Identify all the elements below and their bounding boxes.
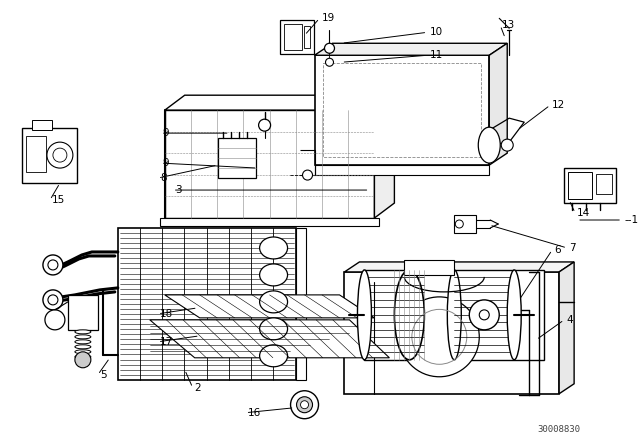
Circle shape: [301, 401, 308, 409]
Text: 15: 15: [52, 195, 65, 205]
Text: 9: 9: [163, 128, 170, 138]
Ellipse shape: [394, 270, 424, 360]
Bar: [568, 172, 592, 199]
Circle shape: [291, 391, 319, 419]
Circle shape: [296, 397, 312, 413]
Bar: [68, 295, 98, 330]
Polygon shape: [344, 262, 574, 272]
Circle shape: [43, 255, 63, 275]
Ellipse shape: [260, 237, 287, 259]
Bar: [564, 168, 616, 203]
Ellipse shape: [75, 340, 91, 344]
Bar: [32, 120, 52, 130]
Text: 3: 3: [175, 185, 181, 195]
Text: 30008830: 30008830: [538, 425, 580, 434]
Ellipse shape: [260, 345, 287, 367]
Circle shape: [47, 142, 73, 168]
Bar: [344, 272, 559, 394]
Ellipse shape: [260, 318, 287, 340]
Circle shape: [43, 290, 63, 310]
Bar: [296, 228, 305, 380]
Bar: [118, 228, 296, 380]
Polygon shape: [150, 320, 389, 358]
Bar: [160, 218, 380, 226]
Ellipse shape: [447, 270, 461, 360]
Bar: [314, 55, 489, 165]
Text: 12: 12: [552, 100, 565, 110]
Polygon shape: [489, 43, 508, 165]
Circle shape: [479, 310, 489, 320]
Polygon shape: [164, 295, 374, 318]
Circle shape: [326, 58, 333, 66]
Ellipse shape: [358, 270, 371, 360]
Ellipse shape: [75, 330, 91, 334]
Bar: [164, 110, 374, 218]
Polygon shape: [164, 95, 394, 110]
Text: 2: 2: [195, 383, 202, 393]
Polygon shape: [314, 43, 508, 55]
Bar: [454, 215, 476, 233]
Ellipse shape: [478, 127, 500, 163]
Polygon shape: [559, 262, 574, 394]
Circle shape: [48, 260, 58, 270]
Bar: [218, 138, 255, 178]
Text: 14: 14: [577, 208, 590, 218]
Text: 18: 18: [160, 309, 173, 319]
Text: 17: 17: [160, 337, 173, 347]
Circle shape: [455, 220, 463, 228]
Circle shape: [303, 170, 312, 180]
Bar: [280, 20, 314, 54]
Bar: [314, 165, 489, 175]
Text: 19: 19: [321, 13, 335, 23]
Circle shape: [48, 295, 58, 305]
Ellipse shape: [75, 335, 91, 339]
Text: 6: 6: [554, 245, 561, 255]
Circle shape: [324, 43, 335, 53]
Text: 7: 7: [569, 243, 576, 253]
Bar: [596, 174, 612, 194]
Bar: [22, 128, 77, 183]
Ellipse shape: [75, 355, 91, 359]
Circle shape: [75, 352, 91, 368]
Ellipse shape: [260, 264, 287, 286]
Bar: [364, 270, 454, 360]
Text: 13: 13: [502, 20, 515, 30]
Text: 4: 4: [566, 315, 573, 325]
Ellipse shape: [508, 270, 521, 360]
Circle shape: [53, 148, 67, 162]
Text: 10: 10: [429, 27, 442, 37]
Bar: [454, 270, 544, 360]
Text: 11: 11: [429, 50, 443, 60]
Bar: [303, 26, 310, 48]
Bar: [404, 260, 454, 275]
Circle shape: [501, 139, 513, 151]
Bar: [323, 63, 481, 157]
Text: 8: 8: [160, 173, 166, 183]
Ellipse shape: [75, 345, 91, 349]
Polygon shape: [374, 95, 394, 218]
Text: 9: 9: [163, 158, 170, 168]
Ellipse shape: [260, 291, 287, 313]
Text: 16: 16: [248, 408, 261, 418]
Ellipse shape: [75, 350, 91, 354]
Circle shape: [469, 300, 499, 330]
Circle shape: [45, 310, 65, 330]
Text: 5: 5: [100, 370, 106, 380]
Ellipse shape: [399, 297, 479, 377]
Text: --1: --1: [624, 215, 638, 225]
Circle shape: [259, 119, 271, 131]
Bar: [284, 24, 301, 50]
Bar: [26, 136, 46, 172]
